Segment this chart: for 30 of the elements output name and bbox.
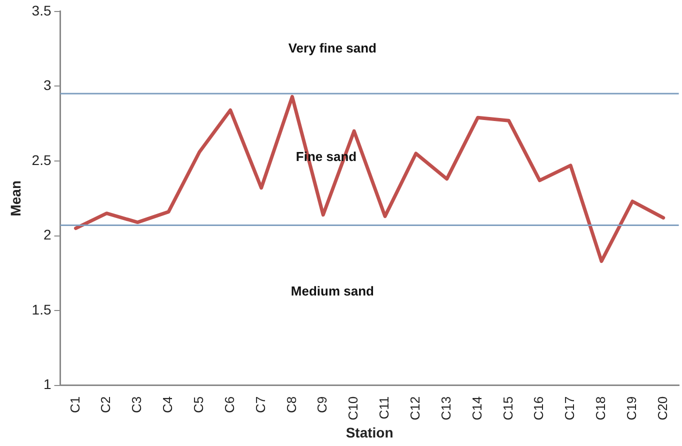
y-tick-label: 3.5 [32, 2, 52, 18]
x-tick-label: C12 [408, 396, 423, 420]
x-tick-label: C3 [129, 396, 144, 413]
x-tick-label: C4 [160, 396, 176, 413]
x-tick-label: C10 [346, 396, 361, 420]
y-tick-label: 3 [43, 77, 52, 94]
y-tick-label: 1 [43, 376, 52, 392]
y-tick-label: 1.5 [32, 301, 52, 318]
x-tick-label: C11 [376, 396, 392, 420]
x-tick-label: C18 [593, 396, 608, 420]
y-axis-title: Mean [7, 180, 24, 216]
x-tick-label: C19 [624, 396, 639, 420]
x-tick-label: C20 [654, 396, 670, 420]
annotation: Medium sand [290, 283, 374, 298]
x-tick-label: C8 [284, 396, 299, 413]
x-tick-label: C5 [191, 396, 206, 413]
y-tick-label: 2.5 [32, 152, 52, 168]
x-tick-label: C1 [67, 396, 82, 413]
x-tick-label: C13 [438, 396, 454, 420]
x-tick-label: C9 [314, 396, 330, 413]
x-tick-label: C6 [222, 396, 237, 413]
x-axis-title: Station [346, 424, 394, 440]
y-tick-label: 2 [43, 226, 52, 243]
x-tick-label: C15 [500, 396, 516, 420]
x-tick-label: C17 [562, 396, 578, 420]
annotation: Very fine sand [288, 40, 377, 56]
x-tick-label: C16 [531, 396, 546, 420]
x-tick-label: C7 [252, 396, 268, 413]
x-tick-label: C2 [98, 396, 114, 413]
x-tick-label: C14 [469, 396, 484, 420]
